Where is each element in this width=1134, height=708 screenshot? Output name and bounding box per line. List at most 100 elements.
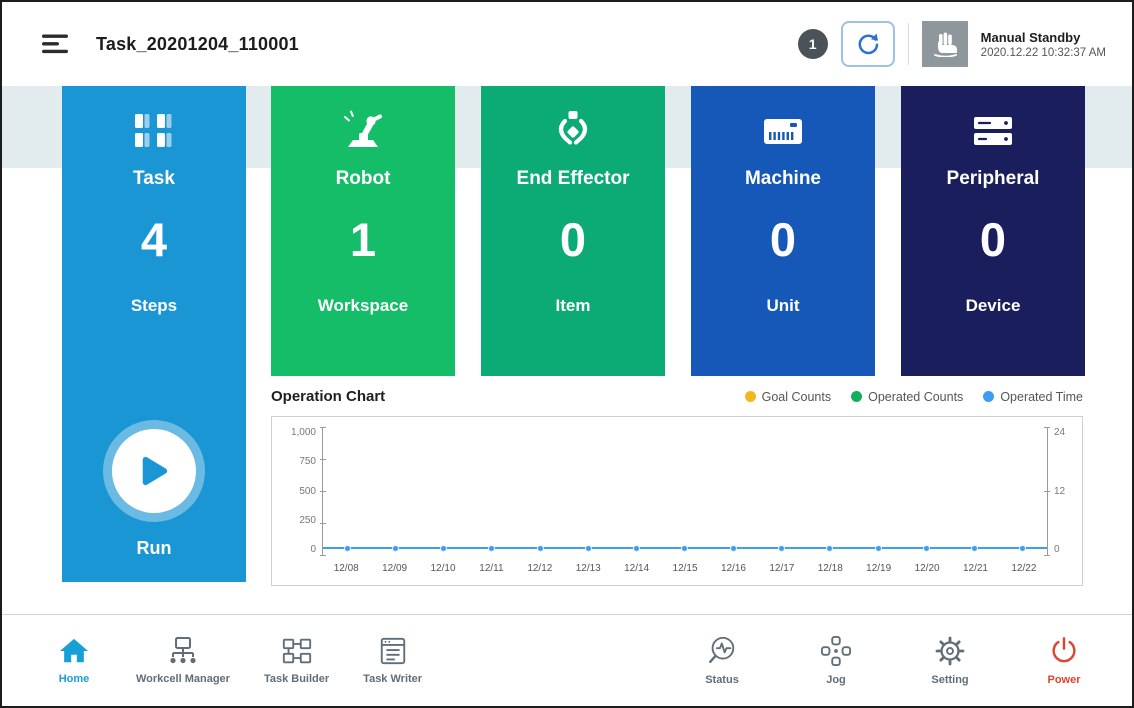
data-point [1019,545,1026,552]
x-tick-label: 12/08 [322,563,370,574]
end-effector-card-title: End Effector [517,168,630,190]
x-tick-label: 12/13 [564,563,612,574]
machine-card[interactable]: Machine 0 Unit [691,86,875,376]
header-right-cluster: 1 Manua [798,21,1106,67]
rotation-arrow-icon [855,31,881,57]
task-step-count: 4 [141,214,167,266]
task-writer-icon [378,636,408,666]
x-tick-label: 12/15 [661,563,709,574]
x-tick-label: 12/18 [806,563,854,574]
peripheral-count: 0 [980,214,1006,266]
nav-workcell-manager-label: Workcell Manager [136,673,230,685]
chart-y-axis-left: 1,0007505002500 [278,427,322,555]
x-tick-label: 12/17 [758,563,806,574]
run-label: Run [62,538,246,559]
robot-count: 1 [350,214,376,266]
chart-header-row: Operation Chart Goal Counts Operated Cou… [271,388,1083,405]
nav-jog-label: Jog [826,674,846,686]
play-button-ring [103,420,205,522]
operated-time-dot-icon [983,391,994,402]
mode-label: Manual Standby [981,30,1106,45]
operated-counts-dot-icon [851,391,862,402]
header-bar: Task_20201204_110001 1 [2,2,1132,86]
legend-operated-time-label: Operated Time [1000,390,1083,404]
legend-goal-label: Goal Counts [762,390,831,404]
nav-item-task-writer[interactable]: Task Writer [363,636,422,685]
right-axis-tick [1044,427,1050,428]
servo-reset-button[interactable] [841,21,895,67]
mode-timestamp: 2020.12.22 10:32:37 AM [981,47,1106,59]
mode-status: Manual Standby 2020.12.22 10:32:37 AM [981,30,1106,59]
nav-item-power[interactable]: Power [1036,635,1092,686]
data-point [488,545,495,552]
notification-badge[interactable]: 1 [798,29,828,59]
chart-legend: Goal Counts Operated Counts Operated Tim… [745,390,1083,404]
machine-card-title: Machine [745,168,821,190]
x-tick-label: 12/16 [709,563,757,574]
x-tick-label: 12/14 [612,563,660,574]
data-point [826,545,833,552]
header-divider [908,23,909,65]
data-point [730,545,737,552]
left-axis-tick [320,491,326,492]
nav-setting-label: Setting [931,674,968,686]
manual-mode-button[interactable] [922,21,968,67]
run-button[interactable] [103,420,205,522]
nav-task-writer-label: Task Writer [363,673,422,685]
x-tick-label: 12/22 [1000,563,1048,574]
power-icon [1048,635,1080,667]
chart-plot [322,427,1048,555]
status-pulse-icon [706,635,738,667]
task-title: Task_20201204_110001 [96,34,299,55]
robot-teach-pendant-app: Task_20201204_110001 1 [0,0,1134,708]
peripheral-card-title: Peripheral [947,168,1040,190]
hand-icon [931,31,959,57]
gripper-icon [551,102,595,160]
legend-operated-counts-label: Operated Counts [868,390,963,404]
chart-x-axis: 12/0812/0912/1012/1112/1212/1312/1412/15… [322,555,1048,581]
x-tick-label: 12/10 [419,563,467,574]
data-point [537,545,544,552]
x-tick-label: 12/09 [370,563,418,574]
data-point [633,545,640,552]
left-axis-tick [320,555,326,556]
data-point [681,545,688,552]
data-point [923,545,930,552]
x-tick-label: 12/19 [854,563,902,574]
data-point [344,545,351,552]
end-effector-card[interactable]: End Effector 0 Item [481,86,665,376]
machine-count: 0 [770,214,796,266]
jog-dpad-icon [820,635,852,667]
nav-item-home[interactable]: Home [46,636,102,685]
legend-operated-counts: Operated Counts [851,390,963,404]
nav-item-jog[interactable]: Jog [808,635,864,686]
nav-item-setting[interactable]: Setting [922,635,978,686]
robot-card[interactable]: Robot 1 Workspace [271,86,455,376]
data-point [585,545,592,552]
data-point [392,545,399,552]
nav-item-status[interactable]: Status [694,635,750,686]
chart-title: Operation Chart [271,388,385,405]
goal-counts-dot-icon [745,391,756,402]
chart-y-axis-right: 24120 [1048,427,1076,555]
play-button-circle [112,429,196,513]
nav-item-workcell-manager[interactable]: Workcell Manager [136,636,230,685]
data-point [778,545,785,552]
robot-arm-icon [338,102,388,160]
operation-chart: 1,0007505002500 12/0812/0912/1012/1112/1… [271,416,1083,586]
peripheral-card[interactable]: Peripheral 0 Device [901,86,1085,376]
nav-power-label: Power [1047,674,1080,686]
nav-task-builder-label: Task Builder [264,673,329,685]
task-card[interactable]: Task 4 Steps Run [62,86,246,582]
robot-card-title: Robot [336,168,391,190]
x-tick-label: 12/21 [951,563,999,574]
nav-home-label: Home [59,673,90,685]
hamburger-menu-icon[interactable] [42,29,76,59]
machine-card-unit: Unit [766,296,799,316]
nav-item-task-builder[interactable]: Task Builder [264,636,329,685]
peripheral-icon [970,102,1016,160]
bottom-nav-bar: Home Workcell Manager Task Build [2,614,1132,706]
left-axis-tick [320,427,326,428]
end-effector-card-unit: Item [556,296,591,316]
nav-right-group: Status Jog [694,635,1092,686]
